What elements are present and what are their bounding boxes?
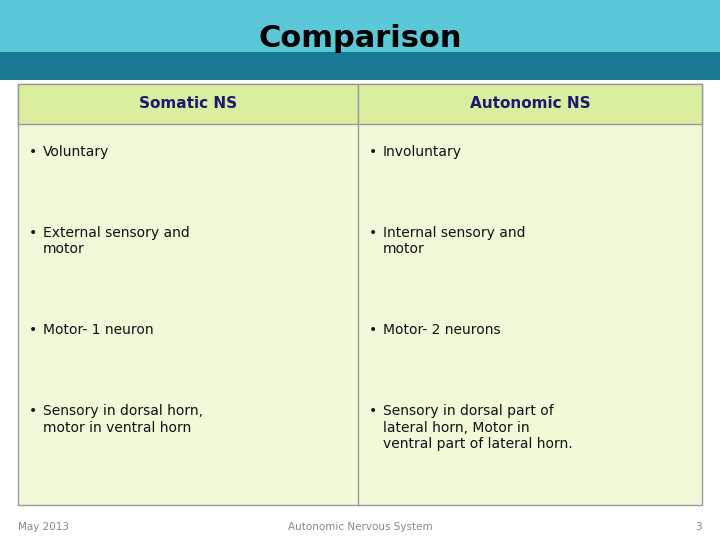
Text: •: •: [369, 323, 377, 338]
FancyBboxPatch shape: [0, 52, 720, 80]
FancyBboxPatch shape: [358, 84, 702, 124]
Text: •: •: [369, 145, 377, 159]
Text: Involuntary: Involuntary: [383, 145, 462, 159]
Text: Sensory in dorsal horn,
motor in ventral horn: Sensory in dorsal horn, motor in ventral…: [43, 404, 203, 435]
Text: Motor- 2 neurons: Motor- 2 neurons: [383, 323, 500, 338]
FancyBboxPatch shape: [0, 0, 720, 80]
Text: May 2013: May 2013: [18, 522, 69, 531]
Text: Autonomic NS: Autonomic NS: [469, 96, 590, 111]
Text: •: •: [29, 145, 37, 159]
Text: Internal sensory and
motor: Internal sensory and motor: [383, 226, 526, 256]
Text: •: •: [369, 404, 377, 418]
Text: •: •: [29, 226, 37, 240]
Text: •: •: [29, 404, 37, 418]
Text: Voluntary: Voluntary: [43, 145, 109, 159]
Text: Somatic NS: Somatic NS: [139, 96, 237, 111]
Text: •: •: [29, 323, 37, 338]
Text: Comparison: Comparison: [258, 24, 462, 53]
Text: External sensory and
motor: External sensory and motor: [43, 226, 190, 256]
Text: Autonomic Nervous System: Autonomic Nervous System: [288, 522, 432, 531]
Text: Sensory in dorsal part of
lateral horn, Motor in
ventral part of lateral horn.: Sensory in dorsal part of lateral horn, …: [383, 404, 572, 451]
Text: Motor- 1 neuron: Motor- 1 neuron: [43, 323, 154, 338]
Text: 3: 3: [696, 522, 702, 531]
FancyBboxPatch shape: [18, 84, 702, 505]
Text: •: •: [369, 226, 377, 240]
FancyBboxPatch shape: [18, 84, 358, 124]
